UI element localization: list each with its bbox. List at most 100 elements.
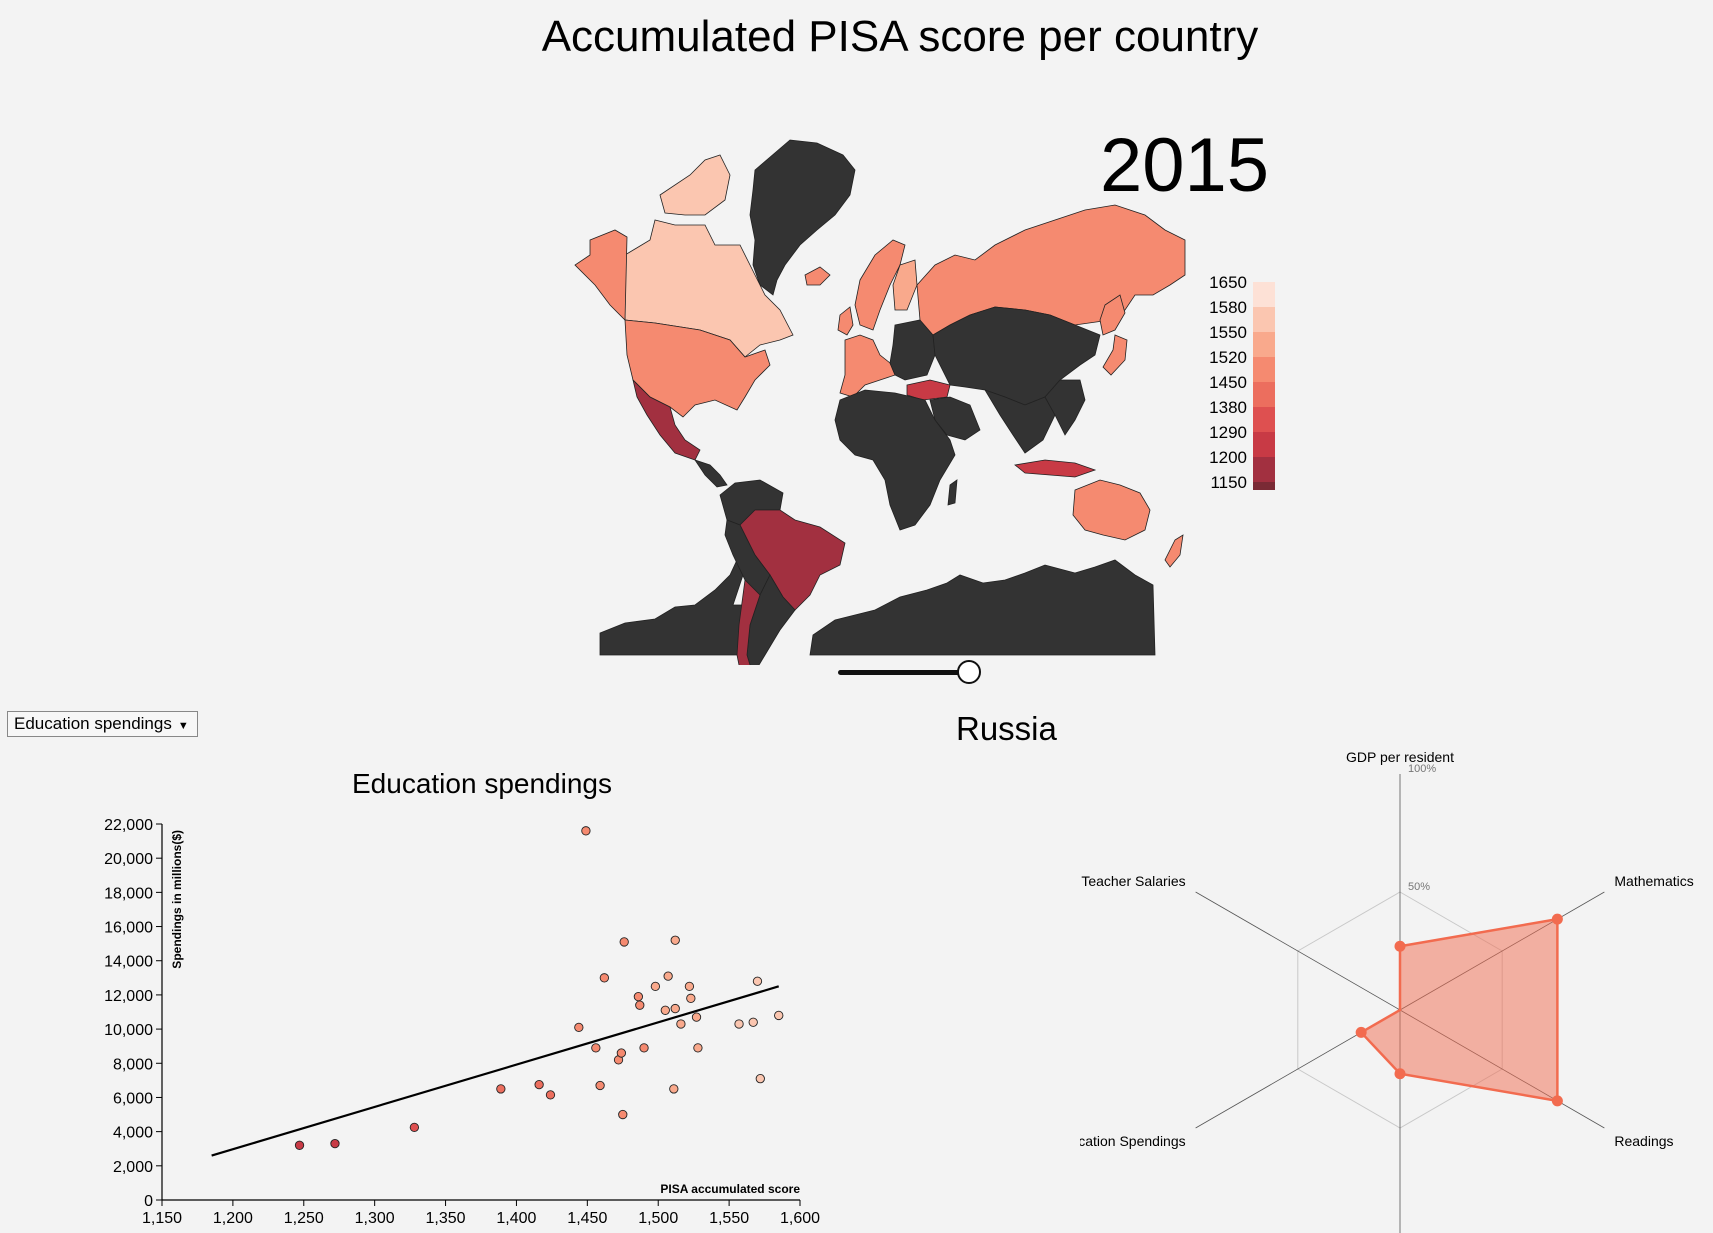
scatter-point[interactable]	[686, 993, 696, 1003]
scatter-point[interactable]	[684, 981, 695, 992]
country-iceland[interactable]	[804, 266, 831, 286]
scatter-point[interactable]	[534, 1079, 544, 1090]
scatter-point[interactable]	[670, 935, 680, 945]
radar-point[interactable]	[1355, 1026, 1367, 1038]
y-tick-label: 8,000	[113, 1056, 153, 1073]
scatter-point[interactable]	[774, 1010, 784, 1021]
legend-swatch	[1253, 457, 1275, 483]
x-tick-label: 1,400	[496, 1210, 536, 1227]
scatter-point[interactable]	[663, 971, 673, 981]
x-tick-label: 1,250	[284, 1210, 324, 1227]
scatter-point[interactable]	[591, 1043, 601, 1053]
country-madagascar[interactable]	[947, 479, 958, 506]
scatter-point[interactable]	[691, 1012, 702, 1022]
scatter-point[interactable]	[748, 1017, 758, 1027]
y-tick-label: 18,000	[104, 885, 153, 902]
year-slider[interactable]	[838, 658, 981, 686]
country-central-asia[interactable]	[932, 306, 1101, 406]
scatter-point[interactable]	[633, 991, 644, 1002]
scatter-point[interactable]	[294, 1140, 305, 1150]
legend-label: 1290	[1209, 423, 1247, 442]
country-africa[interactable]	[834, 389, 956, 531]
scatter-point[interactable]	[734, 1019, 744, 1029]
scatter-point[interactable]	[595, 1080, 605, 1091]
radar-level-label: 50%	[1408, 881, 1430, 893]
legend-label: 1200	[1209, 448, 1247, 467]
country-russia-east[interactable]	[1099, 294, 1126, 336]
scatter-point[interactable]	[619, 937, 629, 947]
y-tick-label: 4,000	[113, 1125, 153, 1142]
scatter-point[interactable]	[650, 981, 661, 992]
page-title: Accumulated PISA score per country	[541, 12, 1259, 61]
country-antarctica[interactable]	[599, 558, 756, 656]
country-europe-west[interactable]	[839, 334, 896, 398]
country-greenland[interactable]	[749, 139, 856, 296]
radar-point[interactable]	[1551, 1095, 1563, 1107]
country-new-zealand[interactable]	[1164, 534, 1184, 568]
x-tick-label: 1,550	[709, 1210, 749, 1227]
metric-dropdown[interactable]: Education spendings ▼	[7, 711, 198, 737]
radar-axis-label: GDP per resident	[1346, 749, 1454, 765]
scatter-point[interactable]	[616, 1048, 627, 1058]
scatter-point[interactable]	[496, 1084, 506, 1094]
x-axis-label: PISA accumulated score	[660, 1182, 800, 1196]
country-finland[interactable]	[892, 259, 918, 311]
radar-point[interactable]	[1394, 940, 1406, 952]
metric-dropdown-value: Education spendings	[14, 714, 172, 733]
legend-swatch	[1253, 407, 1275, 433]
radar-axis	[1195, 891, 1401, 1011]
country-canada-islands[interactable]	[659, 154, 731, 216]
scatter-point[interactable]	[635, 1000, 645, 1010]
legend-label: 1550	[1209, 323, 1247, 342]
year-slider-handle[interactable]	[957, 660, 981, 684]
country-mexico[interactable]	[632, 378, 701, 461]
y-tick-label: 22,000	[104, 817, 153, 834]
scatter-point[interactable]	[574, 1022, 584, 1033]
scatter-point[interactable]	[581, 826, 591, 836]
country-southeast-asia[interactable]	[1044, 379, 1086, 436]
y-tick-label: 20,000	[104, 851, 153, 868]
country-antarctica-east[interactable]	[809, 559, 1156, 656]
world-map[interactable]	[555, 135, 1195, 665]
y-tick-label: 12,000	[104, 988, 153, 1005]
legend-label: 1580	[1209, 298, 1247, 317]
trendline	[211, 985, 780, 1157]
scatter-point[interactable]	[670, 1003, 680, 1014]
year-slider-track[interactable]	[838, 670, 968, 675]
scatter-point[interactable]	[755, 1074, 765, 1084]
country-alaska[interactable]	[574, 229, 628, 321]
country-australia[interactable]	[1072, 479, 1151, 541]
scatter-point[interactable]	[669, 1084, 679, 1094]
country-indonesia[interactable]	[1014, 459, 1097, 478]
scatter-point[interactable]	[545, 1090, 556, 1100]
radar-axis-label: Mathematics	[1614, 873, 1693, 889]
scatter-point[interactable]	[660, 1005, 670, 1015]
country-scandinavia[interactable]	[854, 239, 906, 331]
country-south-asia[interactable]	[984, 389, 1056, 454]
scatter-point[interactable]	[639, 1043, 649, 1053]
radar-chart: 100% 50% GDP per resident Mathematics Readi…	[1080, 749, 1694, 1233]
radar-point[interactable]	[1551, 913, 1563, 925]
y-tick-label: 16,000	[104, 920, 153, 937]
scatter-point[interactable]	[599, 973, 609, 983]
country-japan[interactable]	[1102, 334, 1128, 376]
y-tick-label: 6,000	[113, 1090, 153, 1107]
radar-axis-label: Teacher Salaries	[1081, 873, 1185, 889]
country-uk[interactable]	[837, 306, 854, 336]
scatter-point[interactable]	[693, 1043, 703, 1053]
x-tick-label: 1,200	[213, 1210, 253, 1227]
radar-point[interactable]	[1394, 1068, 1406, 1080]
scatter-point[interactable]	[676, 1019, 686, 1029]
y-tick-label: 2,000	[113, 1159, 153, 1176]
scatter-point[interactable]	[409, 1122, 420, 1133]
legend-label: 1150	[1210, 473, 1247, 490]
legend-swatch	[1253, 482, 1275, 490]
country-turkey[interactable]	[906, 379, 951, 401]
scatter-point[interactable]	[752, 976, 763, 986]
legend-label: 1650	[1209, 273, 1247, 292]
country-central-america[interactable]	[694, 459, 728, 488]
scatter-point[interactable]	[618, 1109, 628, 1120]
country-chile[interactable]	[736, 579, 761, 665]
scatter-point[interactable]	[330, 1138, 340, 1149]
scatter-chart: Education spendings 1,150 1,200 1,250 1,300…	[104, 768, 820, 1227]
